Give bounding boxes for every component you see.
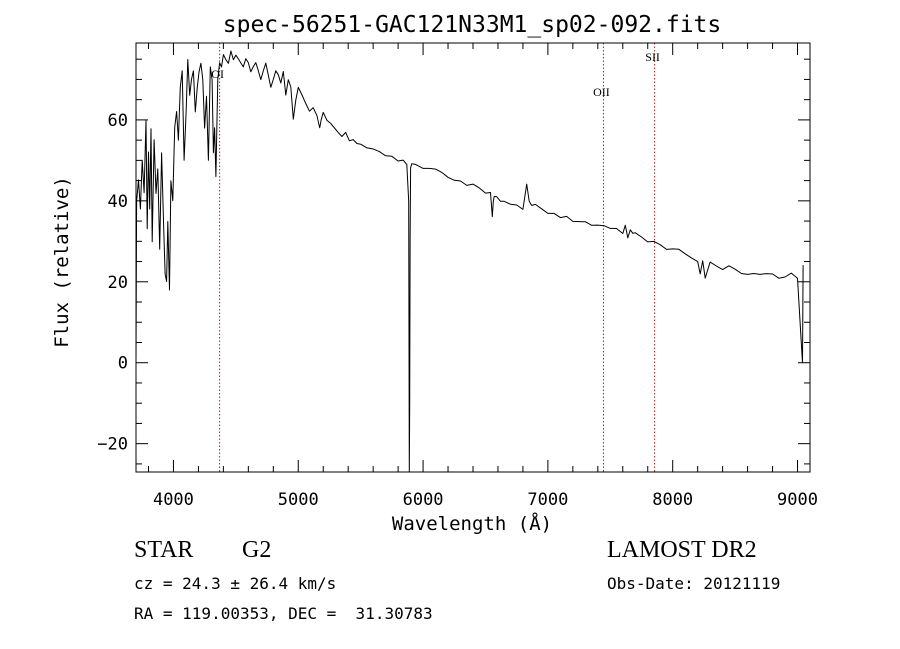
object-subclass: G2 [242,537,272,563]
axis-ticks: 4000 5000 6000 7000 8000 9000 −20 0 20 40 60 [97,43,818,510]
spectrum-line [135,50,804,473]
x-tick-label: 5000 [278,490,319,510]
spectral-line-label: SII [645,50,660,64]
plot-frame [135,42,811,473]
redshift-value: cz = 24.3 ± 26.4 km/s [134,574,337,593]
y-tick-label: 60 [108,111,128,131]
x-tick-label: 9000 [777,490,818,510]
object-class: STAR [134,537,194,563]
y-tick-label: −20 [97,435,128,455]
spectrum-series [135,50,804,473]
observation-date: Obs-Date: 20121119 [607,574,781,593]
x-tick-label: 8000 [652,490,693,510]
y-axis-label: Flux (relative) [51,176,73,348]
spectral-line-label: OI [211,67,224,81]
spectral-line-markers: OI OII SII [211,43,660,472]
x-tick-label: 7000 [527,490,568,510]
y-tick-label: 20 [108,273,128,293]
x-axis-label: Wavelength (Å) [392,512,552,535]
x-tick-label: 6000 [403,490,444,510]
y-tick-label: 0 [118,354,128,374]
chart-title: spec-56251-GAC121N33M1_sp02-092.fits [223,12,722,38]
x-tick-label: 4000 [153,490,194,510]
coordinates: RA = 119.00353, DEC = 31.30783 [134,604,433,623]
y-tick-label: 40 [108,192,128,212]
spectral-line-label: OII [593,85,610,99]
survey-name: LAMOST DR2 [607,537,757,563]
